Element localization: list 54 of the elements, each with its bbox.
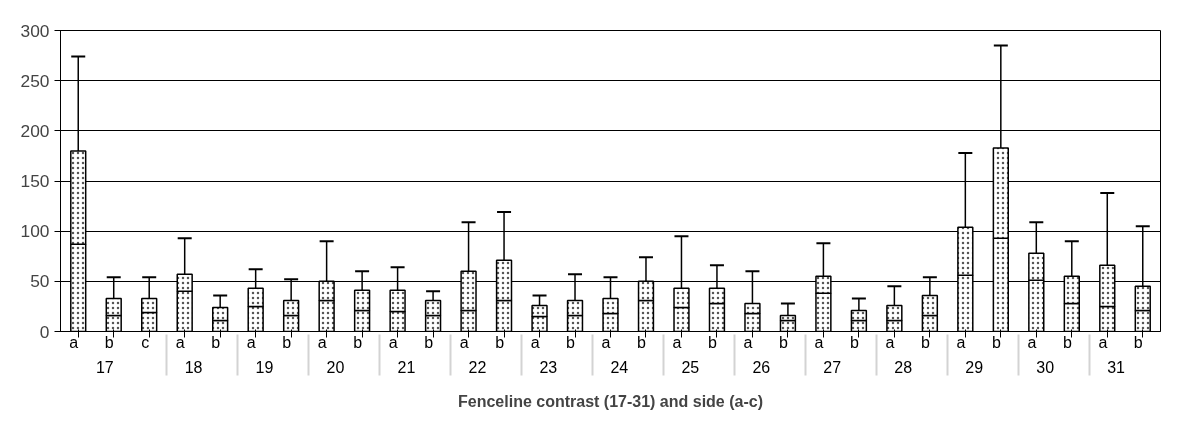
text: 26	[752, 359, 771, 376]
x-tick-label: a	[956, 334, 966, 351]
x-tick-label: b	[708, 334, 718, 351]
x-tick-label: a	[672, 334, 682, 351]
x-tick-label: b	[424, 334, 434, 351]
x-tick-label: a	[1098, 334, 1108, 351]
x-tick-label: a	[459, 334, 469, 351]
text: 19	[255, 359, 274, 376]
x-tick-label: a	[530, 334, 540, 351]
text: 20	[326, 359, 345, 376]
x-tick-label: a	[743, 334, 753, 351]
x-tick-label: c	[141, 334, 150, 351]
text: 22	[468, 359, 487, 376]
x-tick-label: b	[920, 334, 930, 351]
x-tick-label: a	[69, 334, 79, 351]
text: 31	[1107, 359, 1126, 376]
x-tick-label: a	[885, 334, 895, 351]
y-tick-label: 300	[20, 20, 50, 41]
text: 18	[184, 359, 203, 376]
y-tick-label: 100	[20, 221, 50, 242]
text: 30	[1036, 359, 1055, 376]
text: 29	[965, 359, 984, 376]
x-tick-label: a	[317, 334, 327, 351]
x-tick-label: a	[1027, 334, 1037, 351]
y-tick-label: 50	[30, 271, 50, 292]
x-tick-label: a	[601, 334, 611, 351]
x-tick-label: b	[104, 334, 114, 351]
x-tick-label: a	[388, 334, 398, 351]
y-tick-label: 200	[20, 120, 50, 141]
y-tick-label: 150	[20, 171, 50, 191]
x-tick-label: b	[779, 334, 789, 351]
x-axis-title: Fenceline contrast (17-31) and side (a-c)	[458, 392, 763, 410]
x-tick-label: b	[991, 334, 1001, 351]
x-tick-label: b	[566, 334, 576, 351]
y-tick-label: 250	[20, 70, 50, 91]
text: 17	[95, 359, 114, 376]
text: 27	[823, 359, 842, 376]
x-tick-label: b	[211, 334, 221, 351]
x-tick-label: b	[1062, 334, 1072, 351]
y-tick-label: 0	[39, 321, 50, 342]
x-tick-label: b	[849, 334, 859, 351]
text: 24	[610, 359, 629, 376]
text: 21	[397, 359, 416, 376]
text: 23	[539, 359, 558, 376]
x-tick-label: a	[814, 334, 824, 351]
x-tick-label: a	[175, 334, 185, 351]
text: 28	[894, 359, 913, 376]
text: 25	[681, 359, 700, 376]
x-tick-label: a	[246, 334, 256, 351]
x-tick-label: b	[1133, 334, 1143, 351]
x-tick-label: b	[637, 334, 647, 351]
x-tick-label: b	[353, 334, 363, 351]
x-tick-label: b	[282, 334, 292, 351]
x-tick-label: b	[495, 334, 505, 351]
